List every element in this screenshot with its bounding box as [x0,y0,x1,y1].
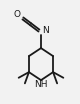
Text: O: O [14,10,21,19]
Text: NH: NH [34,80,48,89]
Text: N: N [42,26,48,35]
